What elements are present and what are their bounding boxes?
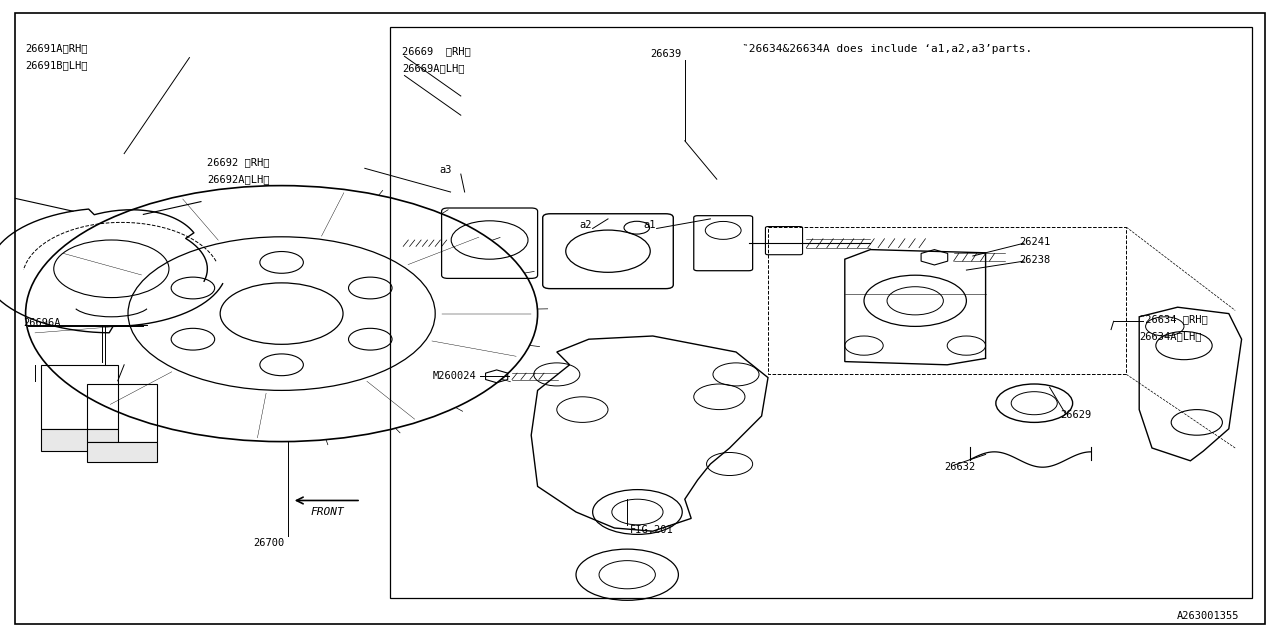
Text: FIG.201: FIG.201 xyxy=(630,525,673,535)
Text: a1: a1 xyxy=(644,220,657,230)
Bar xyxy=(390,27,1252,598)
Text: 26692 〈RH〉: 26692 〈RH〉 xyxy=(207,157,270,167)
Text: 26238: 26238 xyxy=(1019,255,1050,266)
Text: 26629: 26629 xyxy=(1060,410,1091,420)
Text: ‶26634&26634A does include ‘a1,a2,a3’parts.: ‶26634&26634A does include ‘a1,a2,a3’par… xyxy=(742,44,1033,54)
Text: a2: a2 xyxy=(580,220,593,230)
Text: 26691B〈LH〉: 26691B〈LH〉 xyxy=(26,60,88,70)
Text: 26669  〈RH〉: 26669 〈RH〉 xyxy=(402,46,471,56)
Text: a3: a3 xyxy=(439,164,452,175)
Text: 26692A〈LH〉: 26692A〈LH〉 xyxy=(207,174,270,184)
Text: FRONT: FRONT xyxy=(311,507,344,517)
Text: 26696A: 26696A xyxy=(23,318,60,328)
Text: 26241: 26241 xyxy=(1019,237,1050,247)
FancyBboxPatch shape xyxy=(41,429,118,451)
Text: A263001355: A263001355 xyxy=(1176,611,1239,621)
Text: ‶26634 〈RH〉: ‶26634 〈RH〉 xyxy=(1139,314,1208,324)
Text: 26632: 26632 xyxy=(945,462,975,472)
Text: 26634A〈LH〉: 26634A〈LH〉 xyxy=(1139,332,1202,342)
Text: M260024: M260024 xyxy=(433,371,476,381)
Text: 26669A〈LH〉: 26669A〈LH〉 xyxy=(402,63,465,74)
FancyBboxPatch shape xyxy=(87,442,157,462)
Text: 26639: 26639 xyxy=(650,49,681,60)
Text: 26691A〈RH〉: 26691A〈RH〉 xyxy=(26,44,88,54)
Text: 26700: 26700 xyxy=(253,538,284,548)
